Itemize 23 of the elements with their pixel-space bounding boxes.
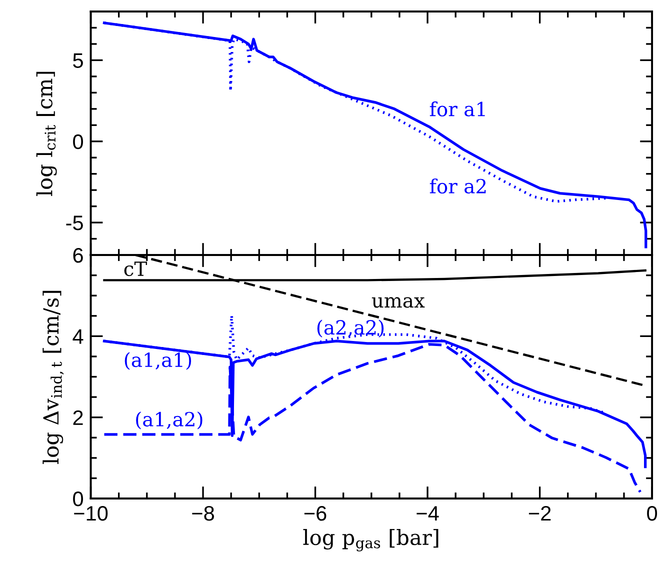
y-tick-label: -5 bbox=[66, 216, 83, 230]
series-label: for a1 bbox=[430, 101, 485, 116]
y-axis-title: log l$_{crit}$ [cm] bbox=[36, 72, 57, 196]
x-axis-title: log p$_{gas}$ [bar] bbox=[303, 529, 438, 552]
series-label: for a2 bbox=[430, 178, 486, 194]
x-tick-label: 0 bbox=[647, 506, 658, 521]
y-tick-label: 0 bbox=[73, 492, 84, 506]
y-tick-label: 0 bbox=[73, 134, 84, 150]
x-tick-label: −6 bbox=[304, 506, 326, 521]
x-tick-label: −2 bbox=[528, 506, 551, 521]
y-tick-label: 5 bbox=[73, 53, 83, 68]
series-label: umax bbox=[372, 297, 425, 308]
series-label: (a1,a2) bbox=[136, 412, 202, 430]
series-label: (a1,a1) bbox=[124, 352, 192, 370]
series-label: cT bbox=[124, 262, 147, 276]
y-tick-label: 2 bbox=[73, 410, 83, 425]
y-tick-label: 4 bbox=[72, 329, 84, 344]
x-tick-label: −8 bbox=[192, 506, 214, 521]
y-tick-label: 6 bbox=[73, 248, 83, 263]
x-tick-label: −4 bbox=[416, 506, 439, 521]
series-label: (a2,a2) bbox=[317, 320, 384, 338]
x-tick-label: −10 bbox=[74, 506, 108, 521]
y-axis-title: log Δv$_{ind,t}$ [cm/s] bbox=[42, 290, 64, 464]
